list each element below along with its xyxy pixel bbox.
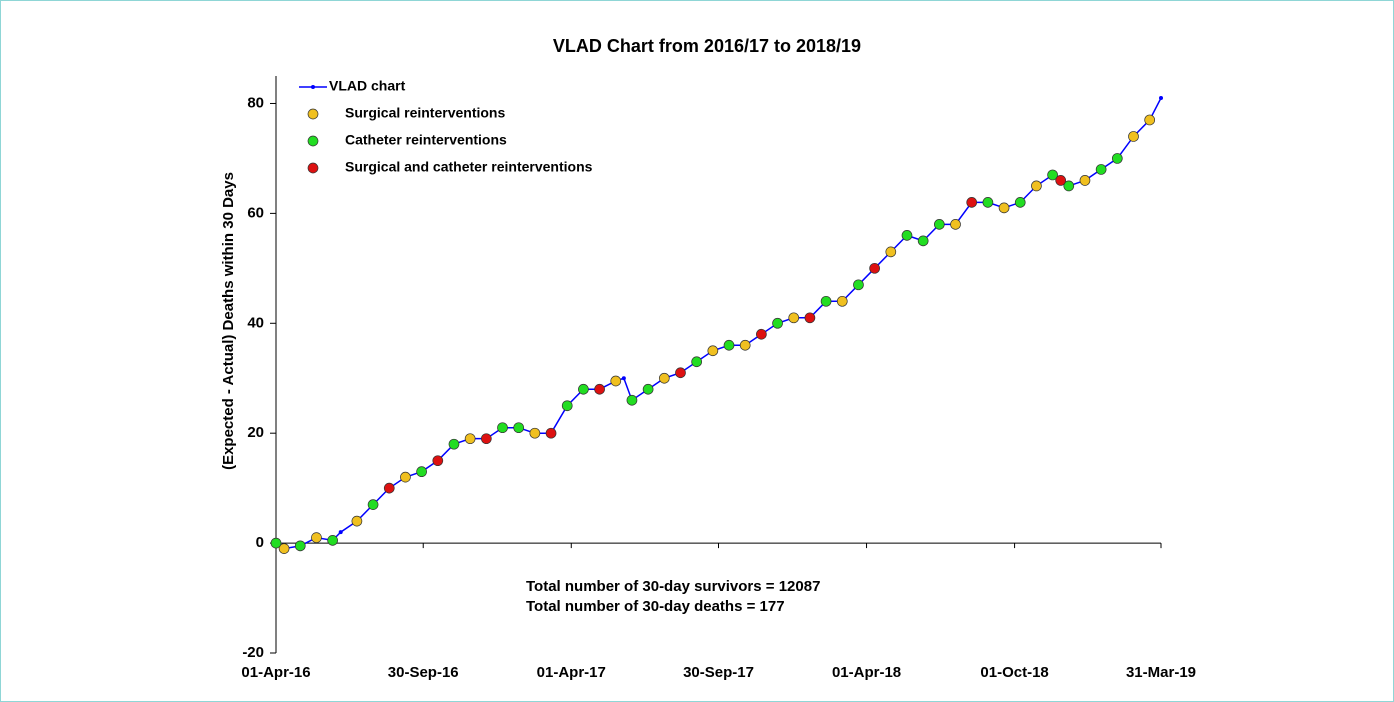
vlad-point bbox=[338, 530, 343, 535]
reintervention-marker bbox=[610, 375, 622, 387]
reintervention-marker bbox=[545, 427, 557, 439]
reintervention-marker bbox=[853, 279, 864, 291]
reintervention-marker bbox=[723, 339, 735, 351]
vlad-point bbox=[621, 376, 626, 381]
reintervention-marker bbox=[351, 515, 363, 527]
reintervention-marker bbox=[278, 543, 290, 554]
reintervention-marker bbox=[311, 532, 322, 543]
reintervention-marker bbox=[1047, 169, 1058, 181]
y-axis-label: (Expected - Actual) Deaths within 30 Day… bbox=[220, 172, 237, 470]
reintervention-marker bbox=[739, 339, 751, 351]
reintervention-marker bbox=[578, 383, 589, 395]
reintervention-marker bbox=[788, 312, 800, 324]
legend-swatch bbox=[307, 135, 319, 147]
reintervention-marker bbox=[885, 246, 897, 258]
reintervention-marker bbox=[448, 438, 460, 450]
reintervention-marker bbox=[1031, 180, 1042, 192]
reintervention-marker bbox=[901, 230, 913, 241]
reintervention-marker bbox=[327, 534, 338, 546]
reintervention-marker bbox=[707, 345, 719, 357]
reintervention-marker bbox=[982, 197, 994, 208]
reintervention-marker bbox=[626, 394, 638, 406]
reintervention-marker bbox=[998, 202, 1010, 214]
reintervention-marker bbox=[1079, 175, 1091, 186]
annotation: Total number of 30-day deaths = 177 bbox=[526, 598, 785, 615]
legend-swatch bbox=[307, 162, 319, 174]
reintervention-marker bbox=[836, 295, 848, 307]
legend-label: Surgical and catheter reinterventions bbox=[345, 159, 593, 175]
reintervention-marker bbox=[594, 383, 605, 395]
reintervention-marker bbox=[820, 295, 832, 307]
reintervention-marker bbox=[1128, 131, 1139, 142]
reintervention-marker bbox=[561, 400, 573, 412]
y-tick-label: 60 bbox=[247, 204, 264, 221]
y-tick-label: 40 bbox=[247, 314, 264, 331]
reintervention-marker bbox=[1055, 175, 1067, 186]
reintervention-marker bbox=[950, 219, 961, 230]
reintervention-marker bbox=[529, 427, 541, 439]
reintervention-marker bbox=[383, 482, 395, 494]
reintervention-marker bbox=[416, 466, 427, 478]
y-tick-label: 20 bbox=[247, 424, 264, 441]
reintervention-marker bbox=[756, 328, 767, 340]
reintervention-marker bbox=[1111, 153, 1123, 164]
reintervention-marker bbox=[513, 422, 525, 434]
reintervention-marker bbox=[917, 235, 929, 247]
y-tick-label: 80 bbox=[247, 94, 264, 111]
x-tick-label: 30-Sep-16 bbox=[388, 664, 459, 681]
x-tick-label: 01-Apr-18 bbox=[832, 664, 901, 681]
reintervention-marker bbox=[400, 471, 411, 483]
legend-label: VLAD chart bbox=[329, 78, 406, 94]
reintervention-marker bbox=[869, 262, 880, 274]
x-tick-label: 01-Oct-18 bbox=[980, 664, 1048, 681]
reintervention-marker bbox=[675, 367, 686, 379]
reintervention-marker bbox=[772, 317, 783, 329]
y-tick-label: 0 bbox=[256, 534, 264, 551]
legend-label: Catheter reinterventions bbox=[345, 132, 507, 148]
x-tick-label: 31-Mar-19 bbox=[1126, 664, 1196, 681]
vlad-line bbox=[275, 97, 1162, 550]
annotation: Total number of 30-day survivors = 12087 bbox=[526, 578, 820, 595]
legend-swatch bbox=[311, 85, 315, 89]
reintervention-marker bbox=[691, 356, 703, 368]
reintervention-marker bbox=[1095, 164, 1107, 175]
reintervention-marker bbox=[480, 433, 492, 445]
reintervention-marker bbox=[367, 499, 379, 510]
x-tick-label: 01-Apr-16 bbox=[241, 664, 310, 681]
reintervention-marker bbox=[294, 540, 306, 552]
reintervention-marker bbox=[642, 383, 654, 395]
reintervention-marker bbox=[497, 422, 508, 434]
reintervention-marker bbox=[1014, 197, 1026, 208]
chart-title: VLAD Chart from 2016/17 to 2018/19 bbox=[553, 36, 861, 56]
reintervention-marker bbox=[1063, 180, 1075, 192]
reintervention-marker bbox=[1144, 114, 1156, 126]
x-tick-label: 01-Apr-17 bbox=[537, 664, 606, 681]
vlad-point bbox=[1159, 95, 1163, 100]
reintervention-marker bbox=[658, 372, 670, 384]
legend-swatch bbox=[307, 108, 319, 120]
reintervention-marker bbox=[933, 219, 945, 230]
x-tick-label: 30-Sep-17 bbox=[683, 664, 754, 681]
reintervention-marker bbox=[966, 197, 978, 208]
legend-label: Surgical reinterventions bbox=[345, 105, 505, 121]
reintervention-marker bbox=[270, 537, 282, 549]
reintervention-marker bbox=[464, 433, 476, 445]
y-tick-label: -20 bbox=[242, 644, 264, 661]
reintervention-marker bbox=[432, 455, 444, 467]
reintervention-marker bbox=[804, 312, 816, 324]
